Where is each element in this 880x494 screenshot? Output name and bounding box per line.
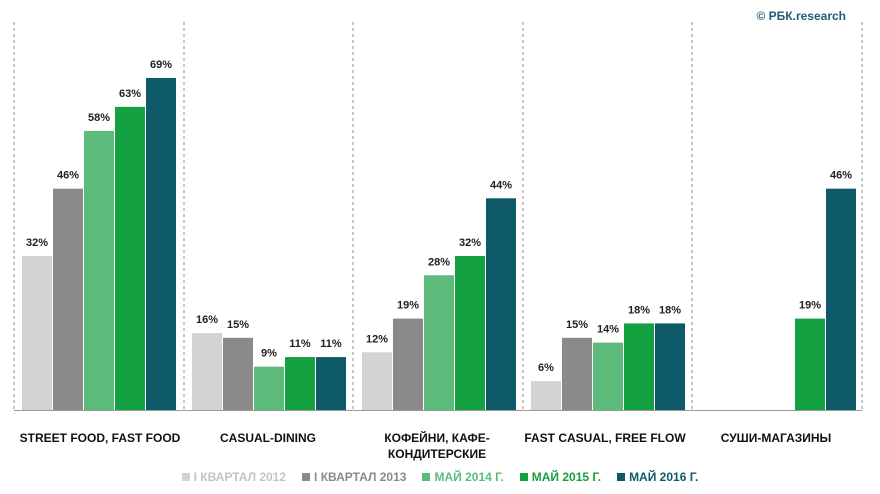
legend-label: МАЙ 2014 Г. — [434, 470, 504, 484]
data-label: 14% — [597, 324, 619, 336]
category-label: CASUAL-DINING — [220, 431, 316, 445]
legend-label: I КВАРТАЛ 2013 — [314, 470, 407, 484]
bar — [486, 198, 516, 410]
bar — [285, 357, 315, 410]
data-label: 18% — [659, 304, 681, 316]
data-label: 69% — [150, 59, 172, 71]
bar — [146, 78, 176, 410]
legend-item: МАЙ 2016 Г. — [617, 470, 698, 484]
category-label: СУШИ-МАГАЗИНЫ — [721, 431, 832, 445]
data-label: 32% — [459, 237, 481, 249]
data-label: 15% — [566, 319, 588, 331]
bar — [316, 357, 346, 410]
data-label: 19% — [799, 300, 821, 312]
data-label: 19% — [397, 300, 419, 312]
category-label: КОФЕЙНИ, КАФЕ- — [384, 430, 489, 445]
category-label: КОНДИТЕРСКИЕ — [388, 447, 486, 461]
bar — [254, 366, 284, 410]
category-label: STREET FOOD, FAST FOOD — [20, 431, 181, 445]
bar — [84, 130, 114, 410]
category-label: FAST CASUAL, FREE FLOW — [524, 431, 686, 445]
data-label: 15% — [227, 319, 249, 331]
legend-item: МАЙ 2014 Г. — [422, 470, 504, 484]
data-label: 46% — [57, 170, 79, 182]
bar — [223, 337, 253, 410]
bar — [624, 323, 654, 410]
legend-item: I КВАРТАЛ 2012 — [181, 470, 287, 484]
data-label: 6% — [538, 362, 554, 374]
data-label: 12% — [366, 333, 388, 345]
bar — [593, 342, 623, 410]
legend-swatch — [181, 473, 190, 481]
data-label: 46% — [830, 170, 852, 182]
data-label: 58% — [88, 112, 110, 124]
bar — [826, 188, 856, 410]
data-label: 44% — [490, 179, 512, 191]
bar — [115, 106, 145, 410]
legend-item: I КВАРТАЛ 2013 — [302, 470, 406, 484]
source-credit: © РБК.research — [756, 9, 846, 23]
legend-swatch — [617, 473, 626, 481]
bar — [53, 188, 83, 410]
bar — [562, 337, 592, 410]
bar — [393, 318, 423, 410]
data-label: 11% — [320, 338, 342, 350]
bar — [192, 333, 222, 410]
legend-label: МАЙ 2016 Г. — [629, 470, 699, 484]
bar — [22, 256, 52, 410]
legend-swatch — [422, 473, 431, 481]
data-label: 28% — [428, 256, 450, 268]
bar — [795, 318, 825, 410]
data-label: 9% — [261, 348, 277, 360]
legend-swatch — [519, 473, 528, 481]
legend-label: МАЙ 2015 Г. — [531, 470, 602, 484]
bar — [531, 381, 561, 410]
chart-legend: I КВАРТАЛ 2012 I КВАРТАЛ 2013 МАЙ 2014 Г. М… — [0, 470, 880, 484]
data-label: 32% — [26, 237, 48, 249]
legend-item: МАЙ 2015 Г. — [519, 470, 602, 484]
data-label: 11% — [289, 338, 311, 350]
bar — [655, 323, 685, 410]
data-label: 63% — [119, 88, 141, 100]
bar — [424, 275, 454, 410]
data-label: 18% — [628, 304, 650, 316]
data-label: 16% — [196, 314, 218, 326]
bar — [362, 352, 392, 410]
legend-swatch — [302, 473, 311, 481]
legend-label: I КВАРТАЛ 2012 — [193, 470, 287, 484]
bar — [455, 256, 485, 410]
